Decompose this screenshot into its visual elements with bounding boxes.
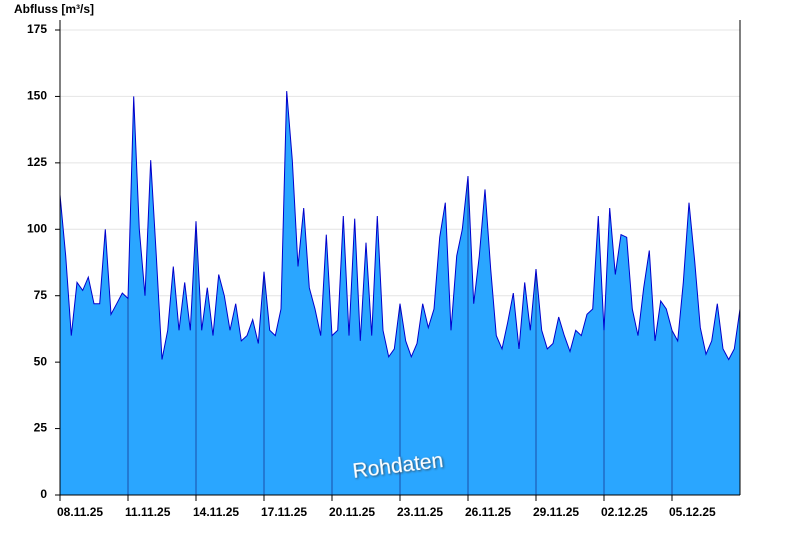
x-tick-label: 14.11.25 bbox=[193, 505, 239, 519]
y-tick-label: 0 bbox=[40, 487, 47, 501]
y-tick-label: 150 bbox=[27, 89, 47, 103]
y-tick-label: 25 bbox=[34, 421, 48, 435]
x-tick-label: 08.11.25 bbox=[57, 505, 103, 519]
line bbox=[59, 91, 741, 361]
y-tick-label: 75 bbox=[34, 288, 48, 302]
axis-title: Abfluss [m³/s] bbox=[14, 2, 94, 16]
x-tick-label: 02.12.25 bbox=[601, 505, 648, 519]
y-tick-label: 125 bbox=[27, 155, 47, 169]
x-tick-label: 20.11.25 bbox=[329, 505, 375, 519]
x-tick-label: 11.11.25 bbox=[125, 505, 171, 519]
area bbox=[60, 91, 740, 495]
y-tick-label: 175 bbox=[27, 22, 47, 36]
y-tick-label: 100 bbox=[27, 221, 47, 235]
x-tick-label: 23.11.25 bbox=[397, 505, 443, 519]
x-tick-label: 29.11.25 bbox=[533, 505, 579, 519]
x-tick-label: 26.11.25 bbox=[465, 505, 511, 519]
y-tick-label: 50 bbox=[34, 354, 48, 368]
x-tick-label: 05.12.25 bbox=[669, 505, 716, 519]
x-tick-label: 17.11.25 bbox=[261, 505, 307, 519]
